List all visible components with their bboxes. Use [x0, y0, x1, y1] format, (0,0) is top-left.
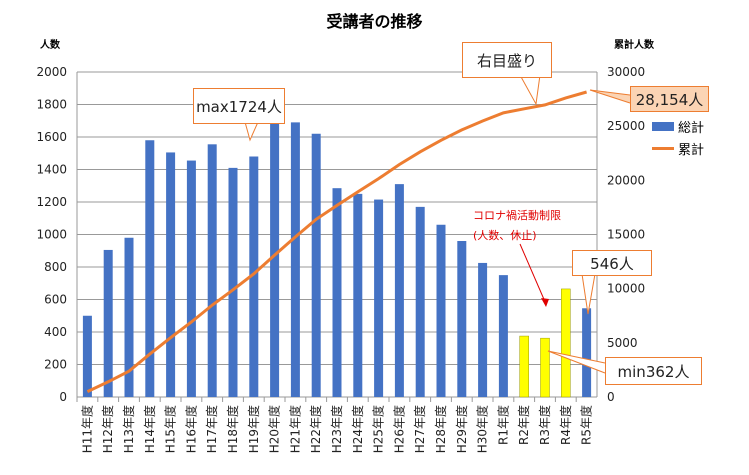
- chart-title: 受講者の推移: [326, 12, 423, 31]
- bar-R3年度: [540, 337, 550, 398]
- x-tick-label: H27年度: [412, 405, 427, 453]
- bar-R2年度: [519, 335, 529, 398]
- corona-arrowhead: [541, 298, 549, 307]
- x-tick-label: H19年度: [246, 405, 261, 453]
- bar-H22年度: [311, 133, 321, 397]
- bar-H27年度: [415, 206, 425, 397]
- last-callout: 546人: [572, 250, 652, 276]
- right-tick-label: 10000: [607, 282, 645, 296]
- bar-H19年度: [249, 156, 259, 397]
- legend-label: 総計: [678, 120, 705, 136]
- x-tick-label: R3年度: [537, 405, 552, 445]
- total-callout-pointer: [589, 89, 631, 104]
- right-tick-label: 20000: [607, 173, 645, 187]
- x-tick-label: H30年度: [475, 405, 490, 453]
- left-tick-label: 1600: [36, 130, 67, 144]
- total-callout: 28,154人: [630, 86, 709, 112]
- x-tick-label: R5年度: [579, 405, 594, 445]
- bar-R4年度: [561, 288, 571, 398]
- min-callout: min362人: [605, 357, 702, 385]
- x-tick-label: R2年度: [516, 405, 531, 445]
- x-tick-label: H17年度: [204, 405, 219, 453]
- left-tick-label: 2000: [36, 65, 67, 79]
- x-tick-label: R1年度: [495, 405, 510, 445]
- x-tick-label: H18年度: [225, 405, 240, 453]
- left-tick-label: 1000: [36, 228, 67, 242]
- right-tick-label: 25000: [607, 119, 645, 133]
- left-tick-label: 1400: [36, 163, 67, 177]
- bar-H18年度: [228, 167, 238, 397]
- bar-H21年度: [290, 122, 300, 397]
- bar-R5年度: [582, 308, 592, 397]
- bar-H13年度: [124, 237, 134, 397]
- x-tick-label: H11年度: [79, 405, 94, 453]
- min-callout-pointer: [547, 350, 606, 374]
- bar-H15年度: [166, 152, 176, 397]
- x-tick-label: H29年度: [454, 405, 469, 453]
- legend-bar-swatch: [652, 121, 674, 131]
- x-tick-label: H21年度: [287, 405, 302, 453]
- bar-H30年度: [478, 262, 488, 397]
- corona-note-line2: (人数、休止): [473, 229, 537, 242]
- bar-H26年度: [394, 184, 404, 397]
- bar-H12年度: [103, 249, 113, 397]
- legend-item-cumulative: 累計: [652, 137, 704, 159]
- cumulative-line: [86, 90, 588, 393]
- bar-H25年度: [374, 199, 384, 397]
- x-tick-label: H28年度: [433, 405, 448, 453]
- right-tick-label: 0: [607, 390, 615, 404]
- left-tick-label: 200: [44, 358, 67, 372]
- x-tick-label: H16年度: [183, 405, 198, 453]
- bar-H24年度: [353, 193, 363, 397]
- x-tick-label: H14年度: [142, 405, 157, 453]
- left-tick-label: 800: [44, 260, 67, 274]
- bar-H28年度: [436, 224, 446, 397]
- left-tick-label: 0: [59, 390, 67, 404]
- x-tick-label: H25年度: [371, 405, 386, 453]
- left-tick-label: 1200: [36, 195, 67, 209]
- corona-note-line1: コロナ禍活動制限: [473, 209, 561, 222]
- x-tick-label: H22年度: [308, 405, 323, 453]
- right-tick-label: 15000: [607, 228, 645, 242]
- bar-H16年度: [186, 160, 196, 397]
- left-tick-label: 400: [44, 325, 67, 339]
- legend-label: 累計: [678, 142, 705, 158]
- bar-H29年度: [457, 241, 467, 397]
- legend: 総計 累計: [652, 115, 704, 159]
- x-tick-label: H23年度: [329, 405, 344, 453]
- right-axis-callout: 右目盛り: [462, 42, 552, 78]
- right-tick-label: 30000: [607, 65, 645, 79]
- x-tick-label: H12年度: [100, 405, 115, 453]
- bar-R1年度: [498, 275, 508, 397]
- right-tick-label: 5000: [607, 336, 638, 350]
- x-tick-label: H13年度: [121, 405, 136, 453]
- max-callout: max1724人: [193, 88, 285, 124]
- bar-H11年度: [82, 315, 92, 397]
- x-tick-label: H15年度: [163, 405, 178, 453]
- bar-H23年度: [332, 188, 342, 397]
- left-tick-label: 600: [44, 293, 67, 307]
- legend-item-total: 総計: [652, 115, 704, 137]
- right-axis-title: 累計人数: [614, 40, 654, 51]
- x-tick-label: R4年度: [558, 405, 573, 445]
- x-tick-label: H26年度: [391, 405, 406, 453]
- left-axis-title: 人数: [40, 40, 60, 51]
- last-callout-pointer: [581, 273, 596, 315]
- left-tick-label: 1800: [36, 98, 67, 112]
- corona-arrow: [519, 243, 547, 305]
- bar-H17年度: [207, 144, 217, 397]
- x-tick-label: H24年度: [350, 405, 365, 453]
- right-axis-callout-pointer: [519, 74, 541, 106]
- x-tick-label: H20年度: [267, 405, 282, 453]
- legend-line-swatch: [652, 146, 674, 150]
- bar-H14年度: [145, 140, 155, 397]
